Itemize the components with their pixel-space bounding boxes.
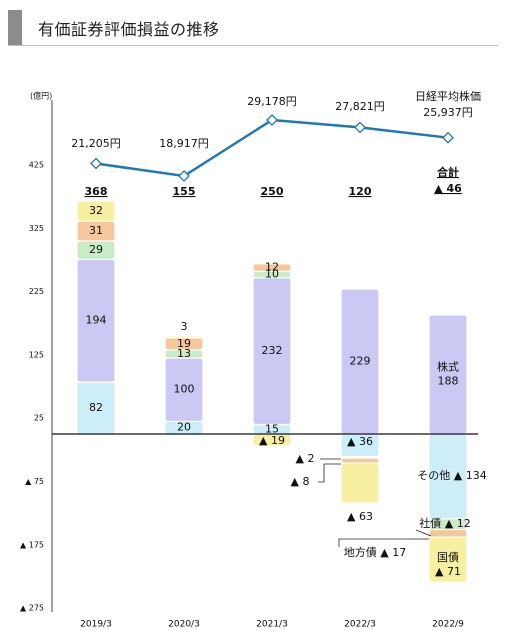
nikkei-value-label: 18,917円 <box>159 137 209 150</box>
bar-segment-shasai <box>428 528 468 538</box>
nikkei-line <box>95 118 449 178</box>
data-label-shasai: ▲ 8 <box>291 475 310 488</box>
bar-segment-kokusai <box>428 536 468 583</box>
total-label: 250 <box>261 185 284 198</box>
nikkei-marker <box>178 170 190 182</box>
data-label-stock: 229 <box>350 355 371 368</box>
data-label-chihosai: 10 <box>265 267 279 280</box>
data-label-shasai: 19 <box>177 337 191 350</box>
data-label-stock: 194 <box>86 314 107 327</box>
y-tick-label: 25 <box>34 414 44 423</box>
nikkei-marker <box>442 131 454 144</box>
data-label-stock: 232 <box>262 344 283 357</box>
nikkei-marker <box>354 121 366 134</box>
y-tick-label: 125 <box>29 350 44 359</box>
y-unit-label: (億円) <box>30 91 52 101</box>
nikkei-value-label: 29,178円 <box>247 95 297 108</box>
bar-segment-kokusai <box>76 200 116 222</box>
data-label-other: 82 <box>89 401 103 414</box>
nikkei-value-label: 27,821円 <box>335 100 385 113</box>
data-label-other: 20 <box>177 421 191 434</box>
y-tick-label: 225 <box>29 287 44 296</box>
title-bar: 有価証券評価損益の推移 <box>8 10 498 46</box>
leader-line <box>318 463 341 483</box>
data-label-chihosai: 13 <box>177 347 191 360</box>
data-label-chihosai: 地方債 ▲ 17 <box>344 545 406 559</box>
data-label-kokusai: ▲ 19 <box>259 434 285 447</box>
data-label-chihosai: 29 <box>89 243 103 256</box>
bar-segment-kokusai <box>340 462 380 504</box>
title-accent-bar <box>8 10 22 46</box>
data-label-other: その他 ▲ 134 <box>417 469 486 482</box>
nikkei-value-label: 25,937円 <box>423 106 473 119</box>
y-tick-label: 425 <box>29 161 44 170</box>
total-label: ▲ 46 <box>434 182 462 195</box>
bar-segment-kokusai <box>164 335 204 339</box>
nikkei-marker <box>266 114 278 126</box>
data-label-stock: 100 <box>174 383 195 396</box>
x-tick-label: 2022/9 <box>432 620 464 630</box>
title-underline <box>8 45 498 46</box>
y-tick-label: ▲ 75 <box>25 477 44 486</box>
total-label: 155 <box>173 185 196 198</box>
leader-line <box>338 538 429 547</box>
data-label-kokusai: 32 <box>89 204 103 217</box>
nikkei-marker <box>90 157 102 170</box>
data-label-shasai: 31 <box>89 224 103 237</box>
x-tick-label: 2021/3 <box>256 620 288 630</box>
y-tick-label: 325 <box>29 224 44 233</box>
data-label-shasai: 12 <box>265 261 279 274</box>
total-label: 368 <box>85 185 108 198</box>
y-tick-label: ▲ 275 <box>20 604 44 613</box>
leader-line <box>415 529 432 537</box>
page-title: 有価証券評価損益の推移 <box>38 20 220 39</box>
x-tick-label: 2020/3 <box>168 620 200 630</box>
bar-segment-shasai <box>252 263 292 272</box>
data-label-kokusai: 国債▲ 71 <box>435 550 461 578</box>
data-label-stock: 株式 188 <box>437 360 459 388</box>
data-label-kokusai: ▲ 63 <box>347 510 373 523</box>
nikkei-name-label: 日経平均株価 <box>415 89 481 103</box>
nikkei-value-label: 21,205円 <box>71 137 121 150</box>
total-heading: 合計 <box>437 165 459 179</box>
data-label-other: 15 <box>265 422 279 435</box>
x-tick-label: 2022/3 <box>344 620 376 630</box>
data-label-shasai: 社債 ▲ 12 <box>419 516 470 530</box>
total-label: 120 <box>349 185 372 198</box>
data-label-chihosai: ▲ 2 <box>296 452 315 465</box>
data-label-kokusai: 3 <box>181 320 188 333</box>
y-tick-label: ▲ 175 <box>20 540 44 549</box>
data-label-other: ▲ 36 <box>347 435 373 448</box>
x-tick-label: 2019/3 <box>80 620 112 630</box>
bar-segment-shasai <box>340 457 380 464</box>
